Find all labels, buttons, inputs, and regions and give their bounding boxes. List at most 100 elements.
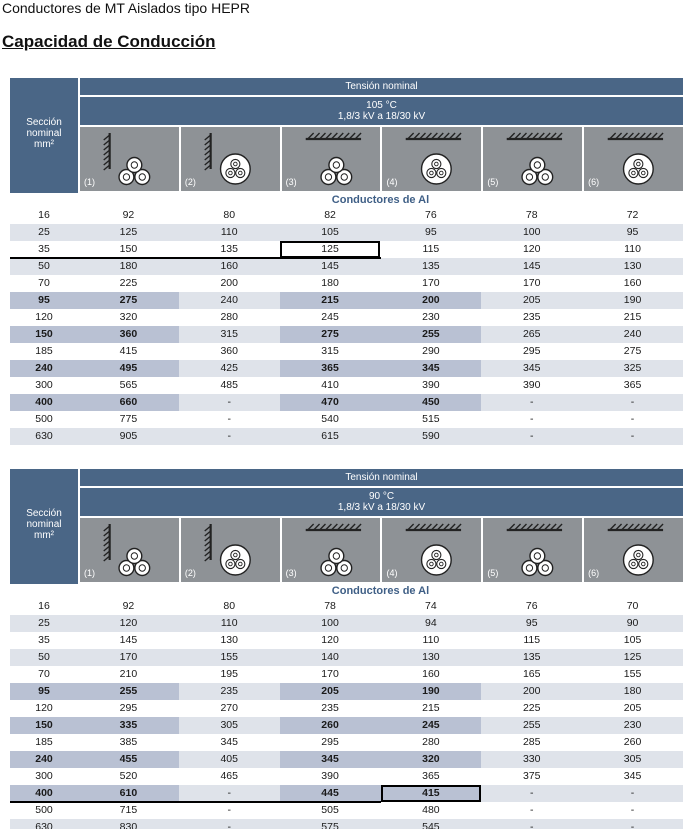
table-cell: 265 xyxy=(522,328,541,340)
table-cell: 90 xyxy=(626,617,639,629)
annotation-underline xyxy=(10,257,381,259)
table-cell: 260 xyxy=(279,717,381,734)
table-cell: - xyxy=(630,396,635,408)
table-cell: 500 xyxy=(35,804,53,816)
table-row: 400 610 - 445 415 - - xyxy=(10,785,683,802)
table-cell: - xyxy=(227,413,231,425)
table-cell: - xyxy=(630,821,635,829)
table-cell: 35 xyxy=(38,243,50,255)
installation-number: (6) xyxy=(588,177,600,187)
table-cell: 240 xyxy=(220,294,238,306)
table-cell: 70 xyxy=(626,600,639,612)
table-cell: 500 xyxy=(35,413,53,425)
table-cell: 140 xyxy=(321,651,339,663)
table-cell: 320 xyxy=(380,751,482,768)
table-cell: 150 xyxy=(10,326,78,343)
installation-number: (3) xyxy=(285,568,297,578)
installation-number: (6) xyxy=(588,568,600,578)
table-cell: 185 xyxy=(35,736,53,748)
table-cell: - xyxy=(227,821,231,829)
installation-icons: (1) (2) (3) (4) (5) (6) xyxy=(80,518,683,582)
table-cell: 295 xyxy=(321,736,339,748)
table-cell: 76 xyxy=(425,209,437,221)
table-cell: 16 xyxy=(38,600,50,612)
table-cell: 240 xyxy=(10,751,78,768)
section-label-line: mm² xyxy=(34,530,54,541)
table-cell: 155 xyxy=(220,651,238,663)
table-cell: 565 xyxy=(119,379,138,391)
table-cell: 16 xyxy=(38,209,50,221)
table-cell: 345 xyxy=(623,770,642,782)
table-cell: - xyxy=(227,804,231,816)
table-row: 16 92 80 82 76 78 72 xyxy=(10,207,683,224)
table-cell: 365 xyxy=(422,770,440,782)
table-cell: 240 xyxy=(623,328,642,340)
table-cell: 345 xyxy=(522,362,541,374)
installation-type-icon: (2) xyxy=(180,127,280,191)
table-row: 150 335 305 260 245 255 230 xyxy=(10,717,683,734)
table-cell: 345 xyxy=(279,751,381,768)
table-cell: 170 xyxy=(119,651,138,663)
table-cell: 95 xyxy=(425,226,437,238)
table-cell: 230 xyxy=(623,719,642,731)
table-cell: 70 xyxy=(38,668,50,680)
table-cell: 170 xyxy=(321,668,339,680)
table-cell: 520 xyxy=(119,770,138,782)
table-cell: 455 xyxy=(78,751,179,768)
table-cell: - xyxy=(630,430,635,442)
table-cell: 775 xyxy=(119,413,138,425)
table-cell: 78 xyxy=(324,600,336,612)
table-cell: - xyxy=(227,787,231,799)
table-cell: 415 xyxy=(380,785,482,802)
table-row: 185 385 345 295 280 285 260 xyxy=(10,734,683,751)
table-cell: 125 xyxy=(119,226,138,238)
table-cell: 215 xyxy=(623,311,642,323)
table-cell: 480 xyxy=(422,804,440,816)
table-cell: 115 xyxy=(422,243,440,255)
table-cell: 105 xyxy=(321,226,339,238)
table-cell: 215 xyxy=(279,292,381,309)
installation-type-icon: (1) xyxy=(80,127,179,191)
annotation-box xyxy=(279,241,381,258)
table-cell: 610 xyxy=(78,785,179,802)
installation-type-icon: (6) xyxy=(584,518,683,582)
table-cell: 485 xyxy=(220,379,238,391)
table-cell: 200 xyxy=(380,292,482,309)
temperature-header: 105 °C 1,8/3 kV a 18/30 kV xyxy=(80,97,683,125)
installation-number: (4) xyxy=(386,177,398,187)
table-cell: 145 xyxy=(321,260,339,272)
table-row: 500 715 - 505 480 - - xyxy=(10,802,683,819)
table-cell: 445 xyxy=(279,785,381,802)
installation-type-icon: (3) xyxy=(281,518,381,582)
table-row: 300 520 465 390 365 375 345 xyxy=(10,768,683,785)
table-cell: 245 xyxy=(380,717,482,734)
table-cell: 270 xyxy=(220,702,238,714)
table-cell: 74 xyxy=(425,600,437,612)
table-cell: 135 xyxy=(522,651,541,663)
table-cell: 205 xyxy=(279,683,381,700)
table-row: 16 92 80 78 74 76 70 xyxy=(10,598,683,615)
table-cell: 200 xyxy=(522,685,541,697)
table-cell: 82 xyxy=(324,209,336,221)
table-cell: 115 xyxy=(523,634,541,646)
section-title: Capacidad de Conducción xyxy=(2,32,216,51)
table-cell: 205 xyxy=(522,294,541,306)
installation-type-icon: (4) xyxy=(382,518,482,582)
table-cell: 105 xyxy=(623,634,642,646)
table-cell: 150 xyxy=(119,243,138,255)
table-cell: 405 xyxy=(220,753,238,765)
table-cell: 160 xyxy=(623,277,642,289)
table-cell: 50 xyxy=(38,651,50,663)
conductor-subheader: Conductores de Al xyxy=(331,585,430,597)
table-cell: 95 xyxy=(10,683,78,700)
table-cell: 190 xyxy=(623,294,642,306)
table-cell: - xyxy=(630,787,635,799)
table-cell: 165 xyxy=(522,668,541,680)
table-cell: 375 xyxy=(522,770,541,782)
table-cell: - xyxy=(630,413,635,425)
table-cell: 155 xyxy=(623,668,642,680)
table-cell: 100 xyxy=(522,226,541,238)
table-cell: 305 xyxy=(623,753,642,765)
table-cell: 50 xyxy=(38,260,50,272)
table-row: 95 255 235 205 190 200 180 xyxy=(10,683,683,700)
